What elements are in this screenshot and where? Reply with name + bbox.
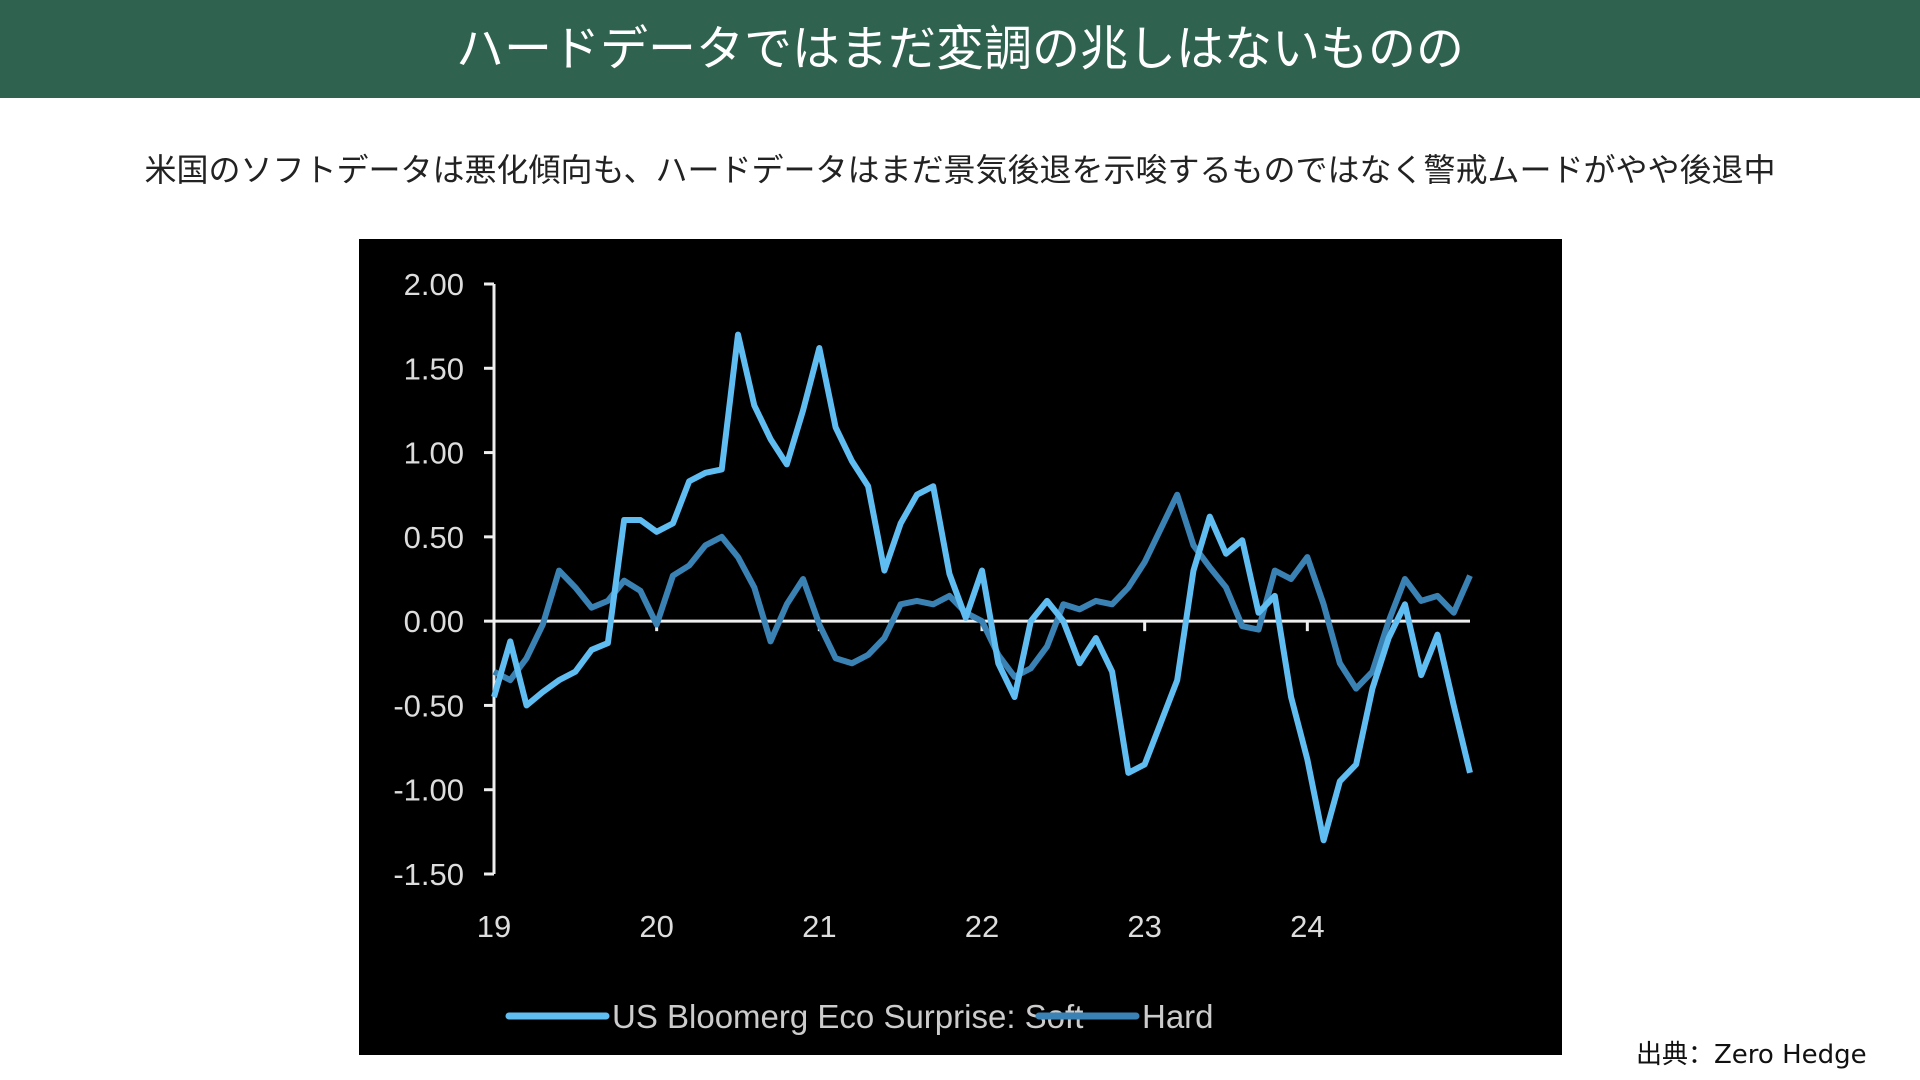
line-series: [491, 331, 1473, 844]
y-tick-label: 1.00: [404, 436, 464, 471]
x-tick-label: 21: [802, 909, 836, 944]
y-tick-label: 1.50: [404, 351, 464, 386]
y-tick-label: -1.00: [393, 773, 464, 808]
chart: 2.00 1.50 1.00 0.50 0.00 -0.50 -1.00 -1.50 19 20 2…: [359, 239, 1562, 1055]
x-tick-label: 24: [1290, 909, 1324, 944]
chart-background: [359, 239, 1562, 1055]
y-tick-label: -0.50: [393, 688, 464, 723]
x-tick-label: 20: [639, 909, 673, 944]
x-tick-label: 22: [965, 909, 999, 944]
subtitle: 米国のソフトデータは悪化傾向も、ハードデータはまだ景気後退を示唆するものではなく…: [144, 151, 1776, 189]
y-tick-label: -1.50: [393, 857, 464, 892]
source: 出典：Zero Hedge: [1636, 1040, 1867, 1070]
y-tick-label: 0.50: [404, 520, 464, 555]
y-tick-label: 0.00: [404, 604, 464, 639]
legend-label: Hard: [1142, 998, 1214, 1035]
x-tick-label: 19: [477, 909, 511, 944]
y-tick-label: 2.00: [404, 267, 464, 302]
x-tick-label: 23: [1127, 909, 1161, 944]
line-series: [492, 491, 1473, 692]
header-title: ハードデータではまだ変調の兆しはないものの: [0, 0, 1920, 98]
legend-label: US Bloomerg Eco Surprise: Soft: [612, 998, 1083, 1035]
